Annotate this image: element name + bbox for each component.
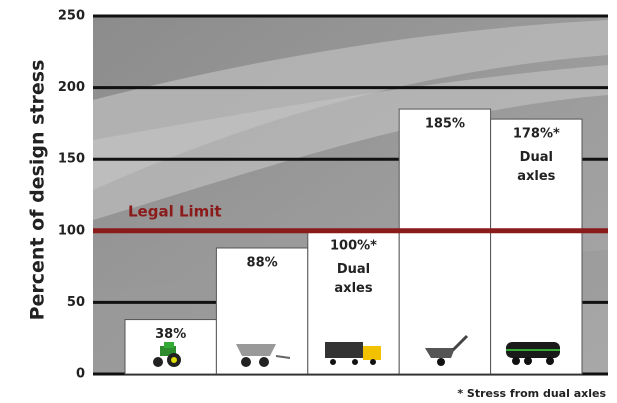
value-label: 38%: [155, 327, 186, 342]
value-label: 178%*: [513, 127, 560, 142]
value-label: 88%: [247, 255, 278, 270]
y-tick-label: 200: [58, 80, 85, 95]
chart: 050100150200250 38%88%100%*Dualaxles185%…: [0, 0, 617, 403]
reference-label: Legal Limit: [128, 202, 222, 220]
y-tick-label: 250: [58, 9, 85, 24]
y-tick-label: 50: [67, 295, 85, 310]
y-tick-label: 150: [58, 152, 85, 167]
y-axis-title: Percent of design stress: [27, 60, 49, 321]
y-tick-label: 0: [76, 367, 85, 382]
value-label: 185%: [425, 117, 465, 132]
value-label: 100%*: [330, 238, 377, 253]
y-tick-label: 100: [58, 223, 85, 238]
bar: [399, 109, 490, 374]
footnote: * Stress from dual axles: [457, 387, 606, 400]
